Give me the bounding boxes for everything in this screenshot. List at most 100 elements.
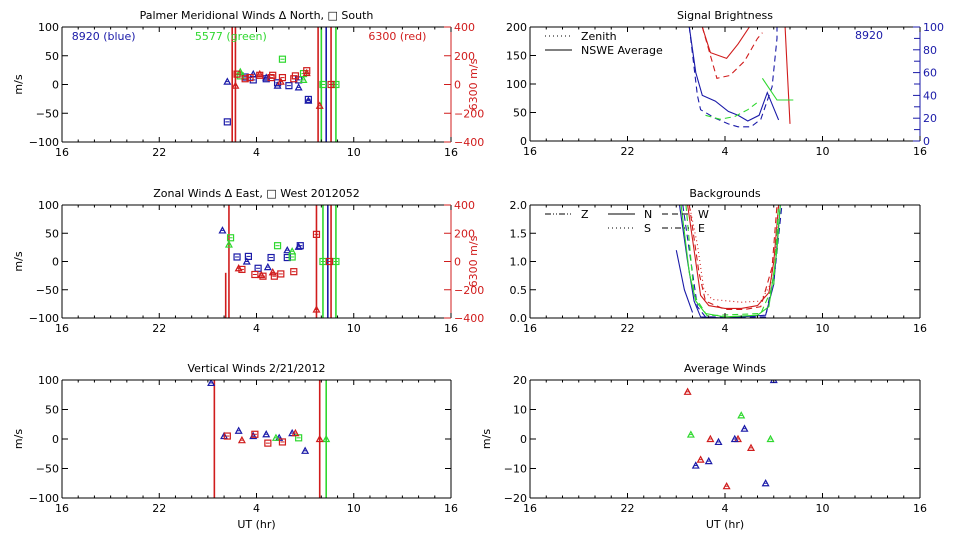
y2-tick-label: 80 <box>923 44 937 57</box>
square-marker <box>278 73 287 82</box>
x-tick-label: 16 <box>523 322 537 335</box>
x-tick-label: 4 <box>722 322 729 335</box>
square-marker <box>226 234 235 242</box>
plot-area <box>688 27 794 128</box>
plot-area <box>223 27 340 142</box>
x-tick-label: 4 <box>722 145 729 158</box>
series-line-6300-S <box>688 205 780 303</box>
y-tick-label: 0 <box>520 135 527 148</box>
x-tick-label: 10 <box>816 145 830 158</box>
x-tick-label: 22 <box>152 322 166 335</box>
square-marker <box>267 73 275 82</box>
x-tick-label: 4 <box>253 502 260 515</box>
chart-backgrounds: Backgrounds 16 22 4 10 16 2.0 1.5 1.0 0.5 0.0 Z N W S E <box>510 187 928 335</box>
x-tick-label: 10 <box>816 502 830 515</box>
square-marker <box>223 432 231 440</box>
y2-tick-label: −400 <box>454 312 484 325</box>
y-axis-label: m/s <box>12 74 25 94</box>
square-marker <box>233 253 241 261</box>
square-marker <box>259 272 267 280</box>
y-tick-label: 200 <box>506 21 527 34</box>
y2-tick-label: 40 <box>923 89 937 102</box>
square-marker <box>256 71 264 79</box>
square-marker <box>290 268 298 276</box>
x-tick-label: 4 <box>253 146 260 159</box>
y-tick-label: 50 <box>45 404 59 417</box>
square-marker <box>303 67 311 75</box>
square-marker <box>264 439 272 447</box>
square-marker <box>273 242 282 250</box>
y-tick-label: 10 <box>513 404 527 417</box>
x-axis-label: UT (hr) <box>706 518 744 531</box>
x-tick-label: 10 <box>816 322 830 335</box>
y-tick-label: −100 <box>29 492 59 505</box>
x-tick-label: 16 <box>55 146 69 159</box>
y-tick-label: −50 <box>36 284 59 297</box>
x-tick-label: 22 <box>621 502 635 515</box>
plot-area <box>675 205 783 318</box>
x-axis-label: UT (hr) <box>237 518 275 531</box>
y-tick-label: 0 <box>52 433 59 446</box>
y-axis-label: m/s <box>12 251 25 271</box>
y-tick-label: 20 <box>513 374 527 387</box>
y-tick-label: 100 <box>506 78 527 91</box>
chart-title: Signal Brightness <box>677 9 773 22</box>
y-axis-label: m/s <box>12 429 25 449</box>
plot-area <box>207 380 331 498</box>
y-tick-label: 1.5 <box>510 227 528 240</box>
chart-title: Vertical Winds 2/21/2012 <box>188 362 326 375</box>
series-line-8920-average <box>688 27 780 122</box>
chart-meridional: Palmer Meridional Winds Δ North, □ South… <box>12 9 484 159</box>
x-tick-label: 16 <box>55 502 69 515</box>
x-tick-label: 22 <box>152 502 166 515</box>
series-line-6300-N <box>687 205 780 309</box>
y2-tick-label: −400 <box>454 136 484 149</box>
y2-axis-label: 6300 m/s <box>467 235 480 287</box>
x-tick-label: 16 <box>444 502 458 515</box>
y-tick-label: 1.0 <box>510 256 528 269</box>
square-marker <box>283 253 291 262</box>
square-marker <box>251 430 259 438</box>
x-tick-label: 4 <box>722 502 729 515</box>
x-tick-label: 10 <box>347 322 361 335</box>
square-marker <box>233 70 241 78</box>
y-tick-label: 50 <box>513 107 527 120</box>
y-tick-label: 0 <box>52 79 59 92</box>
square-marker <box>278 55 287 63</box>
y2-tick-label: 0 <box>923 135 930 148</box>
square-marker <box>312 230 321 238</box>
series-line-5577-dashed <box>705 100 760 120</box>
y2-tick-label: 20 <box>923 112 937 125</box>
y2-tick-label: 0 <box>454 79 461 92</box>
x-tick-label: 4 <box>253 322 260 335</box>
chart-title: Palmer Meridional Winds Δ North, □ South <box>140 9 374 22</box>
y-axis-label: m/s <box>480 429 493 449</box>
series-line-8920-S <box>682 205 783 318</box>
y2-tick-label: 100 <box>923 21 944 34</box>
x-tick-label: 16 <box>55 322 69 335</box>
chart-zonal: Zonal Winds Δ East, □ West 2012052 16 22 4 1… <box>12 187 484 335</box>
x-tick-label: 16 <box>523 145 537 158</box>
series-annotation: 6300 (red) <box>368 30 426 43</box>
square-marker <box>238 265 246 274</box>
y2-tick-label: 200 <box>454 227 475 240</box>
square-marker <box>291 72 299 80</box>
x-tick-label: 16 <box>913 322 927 335</box>
plot-area <box>683 380 778 490</box>
chart-vertical: Vertical Winds 2/21/2012 16 22 4 10 16 100 50 0 −… <box>12 362 458 531</box>
x-tick-label: 10 <box>347 502 361 515</box>
y-tick-label: −100 <box>29 136 59 149</box>
y2-axis-label: 6300 m/s <box>467 58 480 110</box>
y-tick-label: 2.0 <box>510 199 528 212</box>
series-line-6300-edge <box>784 27 791 124</box>
y-tick-label: 150 <box>506 50 527 63</box>
square-marker <box>325 257 334 266</box>
y-tick-label: 100 <box>38 21 59 34</box>
square-marker <box>267 253 275 262</box>
y-tick-label: −50 <box>36 463 59 476</box>
y-tick-label: 50 <box>45 50 59 63</box>
square-marker <box>319 80 327 89</box>
series-line-6300-average <box>701 27 750 60</box>
